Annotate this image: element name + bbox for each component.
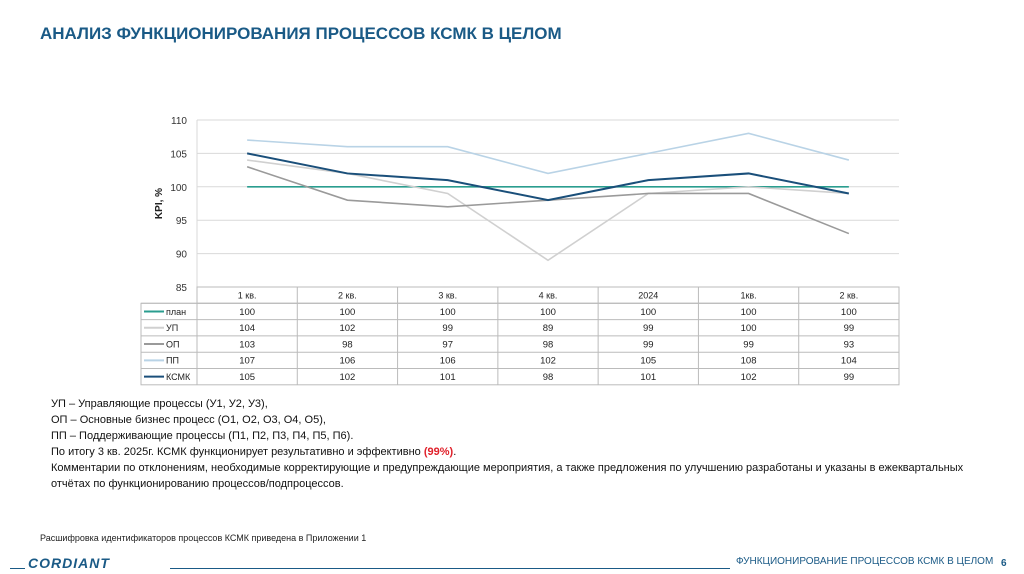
- section-title: ФУНКЦИОНИРОВАНИЕ ПРОЦЕССОВ КСМК В ЦЕЛОМ: [736, 556, 994, 567]
- page-title: АНАЛИЗ ФУНКЦИОНИРОВАНИЯ ПРОЦЕССОВ КСМК В…: [40, 24, 562, 43]
- table-cell-value: 100: [339, 307, 355, 318]
- table-cell-value: 108: [741, 356, 757, 367]
- footnote: Расшифровка идентификаторов процессов КС…: [40, 533, 367, 543]
- y-tick-label: 90: [176, 250, 188, 261]
- table-cell-value: 99: [743, 339, 754, 350]
- table-cell-value: 106: [440, 356, 456, 367]
- table-cell-value: 100: [640, 307, 656, 318]
- note-up: УП – Управляющие процессы (У1, У2, У3),: [51, 398, 268, 410]
- kpi-chart: 85 90 95 100 105 110 KPI, % 1 кв. 2 кв. 3 кв. 4 кв…: [140, 116, 900, 386]
- summary-percent: (99%): [423, 446, 454, 458]
- legend-label: КСМК: [166, 372, 191, 382]
- table-cell-value: 99: [844, 372, 855, 383]
- table-cell-value: 107: [239, 356, 255, 367]
- table-cell-value: 101: [640, 372, 656, 383]
- table-cell-value: 99: [643, 339, 654, 350]
- table-cell-value: 98: [543, 372, 554, 383]
- table-cell-value: 102: [339, 323, 355, 334]
- table-cell-value: 102: [741, 372, 757, 383]
- table-cell-value: 98: [342, 339, 353, 350]
- y-tick-label: 95: [176, 216, 188, 227]
- table-cell-value: 100: [841, 307, 857, 318]
- note-pp: ПП – Поддерживающие процессы (П1, П2, П3…: [51, 430, 354, 442]
- x-category-label: 4 кв.: [539, 291, 558, 301]
- legend-label: ОП: [166, 339, 179, 349]
- table-cell-value: 103: [239, 339, 255, 350]
- y-tick-label: 100: [170, 183, 187, 194]
- table-cell-value: 104: [841, 356, 857, 367]
- x-category-label: 3 кв.: [438, 291, 457, 301]
- legend-label: УП: [166, 323, 178, 333]
- x-category-label: 2 кв.: [338, 291, 357, 301]
- legend-label: ПП: [166, 356, 179, 366]
- y-tick-label: 105: [170, 149, 187, 160]
- series-line-ПП: [247, 132, 850, 175]
- table-cell-value: 104: [239, 323, 255, 334]
- table-cell-value: 99: [442, 323, 453, 334]
- table-cell-value: 98: [543, 339, 554, 350]
- table-cell-value: 93: [844, 339, 855, 350]
- table-cell-value: 100: [741, 307, 757, 318]
- page-number: 6: [1001, 558, 1007, 569]
- table-cell-value: 100: [741, 323, 757, 334]
- y-axis-label: KPI, %: [154, 188, 165, 219]
- note-comments: Комментарии по отклонениям, необходимые …: [51, 462, 964, 490]
- table-cell-value: 101: [440, 372, 456, 383]
- cordiant-logo: CORDIANT: [28, 555, 110, 571]
- y-tick-label: 110: [171, 116, 187, 127]
- table-cell-value: 97: [442, 339, 453, 350]
- legend-label: план: [166, 307, 186, 317]
- y-tick-label: 85: [176, 283, 188, 294]
- table-cell-value: 99: [643, 323, 654, 334]
- table-cell-value: 105: [640, 356, 656, 367]
- table-cell-value: 89: [543, 323, 554, 334]
- table-cell-value: 102: [540, 356, 556, 367]
- series-line-КСМК: [246, 152, 850, 202]
- x-category-label: 1кв.: [740, 291, 756, 301]
- table-cell-value: 100: [239, 307, 255, 318]
- notes: УП – Управляющие процессы (У1, У2, У3), …: [51, 396, 971, 492]
- note-op: ОП – Основные бизнес процесс (О1, О2, О3…: [51, 414, 326, 426]
- note-summary: По итогу 3 кв. 2025г. КСМК функционирует…: [51, 446, 457, 458]
- x-category-label: 2024: [638, 291, 658, 301]
- x-category-label: 2 кв.: [839, 291, 858, 301]
- table-cell-value: 102: [339, 372, 355, 383]
- footer-divider: [10, 568, 25, 569]
- table-cell-value: 99: [844, 323, 855, 334]
- table-cell-value: 100: [440, 307, 456, 318]
- x-category-label: 1 кв.: [238, 291, 257, 301]
- table-cell-value: 105: [239, 372, 255, 383]
- table-cell-value: 106: [339, 356, 355, 367]
- table-cell-value: 100: [540, 307, 556, 318]
- footer-divider: [170, 568, 730, 569]
